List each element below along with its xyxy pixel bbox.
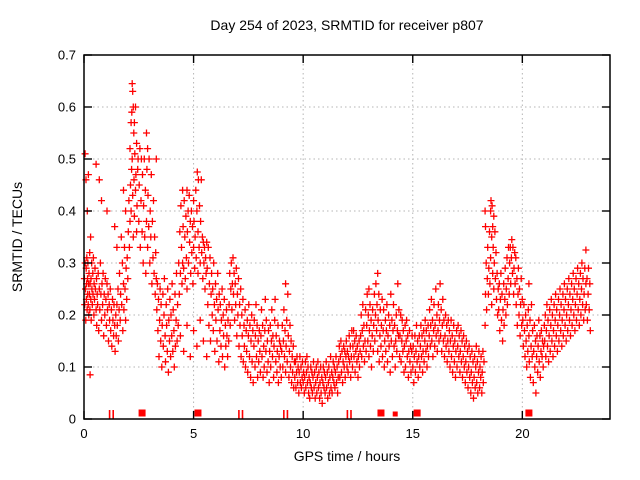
plot-border [83, 54, 611, 420]
x-tick-label: 10 [296, 426, 310, 441]
event-double-tick [286, 410, 289, 419]
event-square [525, 409, 533, 417]
x-tick-labels: 0 5 10 15 20 [80, 426, 529, 441]
data-points [80, 80, 594, 407]
x-tick-label: 0 [80, 426, 87, 441]
event-square [138, 409, 146, 417]
y-tick-label: 0.6 [58, 100, 76, 115]
x-axis-label: GPS time / hours [294, 448, 401, 464]
event-double-tick [241, 410, 244, 419]
y-tick-label: 0 [69, 412, 76, 427]
event-double-tick [238, 410, 240, 419]
x-tick-label: 5 [190, 426, 197, 441]
x-tick-label: 15 [406, 426, 420, 441]
event-double-tick [346, 410, 349, 419]
event-square [377, 409, 385, 417]
event-square [194, 409, 202, 417]
y-tick-label: 0.5 [58, 152, 76, 167]
event-square-small [392, 411, 398, 417]
scatter-points-path [80, 80, 594, 407]
event-double-tick [112, 410, 114, 419]
y-tick-labels: 0 0.1 0.2 0.3 0.4 0.5 0.6 0.7 [58, 48, 76, 427]
axis-event-markers [108, 409, 533, 419]
y-tick-label: 0.3 [58, 256, 76, 271]
y-tick-label: 0.4 [58, 204, 76, 219]
chart-title: Day 254 of 2023, SRMTID for receiver p80… [210, 17, 483, 33]
event-double-tick [108, 410, 111, 419]
event-double-tick [350, 410, 352, 419]
axis-ticks [83, 54, 610, 420]
y-axis-label: SRMTID / TECUs [9, 182, 25, 292]
y-tick-label: 0.7 [58, 48, 76, 63]
event-square [413, 409, 421, 417]
y-tick-label: 0.1 [58, 360, 76, 375]
y-tick-label: 0.2 [58, 308, 76, 323]
x-tick-label: 20 [515, 426, 529, 441]
event-double-tick [283, 410, 285, 419]
